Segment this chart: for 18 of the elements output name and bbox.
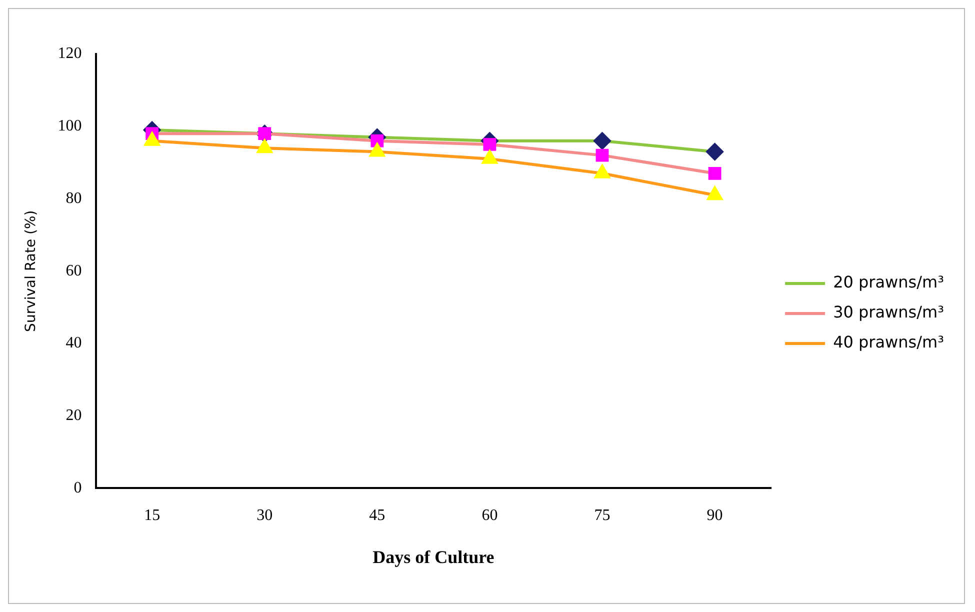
legend-label: 20 prawns/m³: [833, 272, 944, 292]
y-tick-label: 80: [66, 190, 82, 207]
y-tick-label: 100: [58, 118, 82, 135]
legend-label: 40 prawns/m³: [833, 332, 944, 352]
y-tick-label: 60: [66, 262, 82, 280]
x-tick-label: 45: [369, 507, 386, 524]
y-tick-label: 20: [66, 407, 82, 424]
y-tick-label: 40: [66, 334, 82, 352]
x-tick-label: 90: [706, 507, 723, 524]
legend-label: 30 prawns/m³: [833, 302, 944, 322]
x-tick-label: 15: [144, 507, 160, 524]
x-tick-label: 75: [594, 507, 610, 524]
y-tick-label: 0: [74, 479, 82, 496]
x-axis-title: Days of Culture: [372, 546, 494, 567]
x-tick-label: 60: [482, 507, 498, 524]
y-tick-label: 120: [58, 45, 82, 62]
y-axis-title: Survival Rate (%): [23, 210, 40, 332]
x-tick-label: 30: [256, 507, 273, 524]
